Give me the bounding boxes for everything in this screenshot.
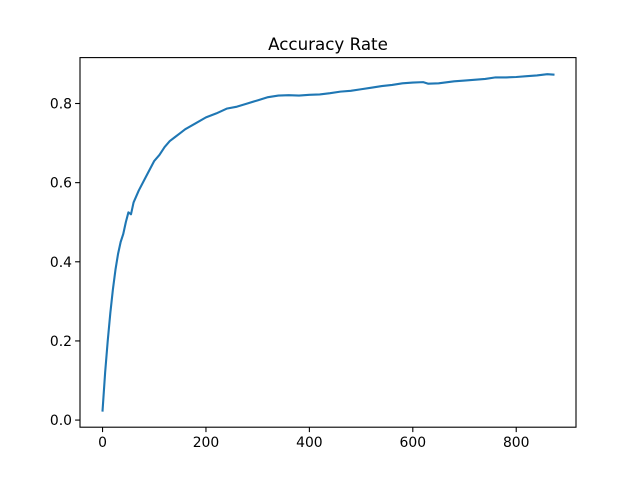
y-tick-label: 0.6 xyxy=(50,176,72,192)
x-tick-label: 200 xyxy=(193,435,220,451)
chart-title: Accuracy Rate xyxy=(268,34,388,54)
y-tick-label: 0.0 xyxy=(50,413,72,429)
y-tick-label: 0.2 xyxy=(50,334,72,350)
x-tick-label: 0 xyxy=(98,435,107,451)
plot-frame xyxy=(79,57,577,428)
y-tick-label: 0.4 xyxy=(50,255,72,271)
x-tick-label: 600 xyxy=(400,435,427,451)
y-tick-label: 0.8 xyxy=(50,97,72,113)
x-tick-label: 400 xyxy=(296,435,323,451)
x-tick-label: 800 xyxy=(503,435,530,451)
data-line xyxy=(101,73,555,412)
